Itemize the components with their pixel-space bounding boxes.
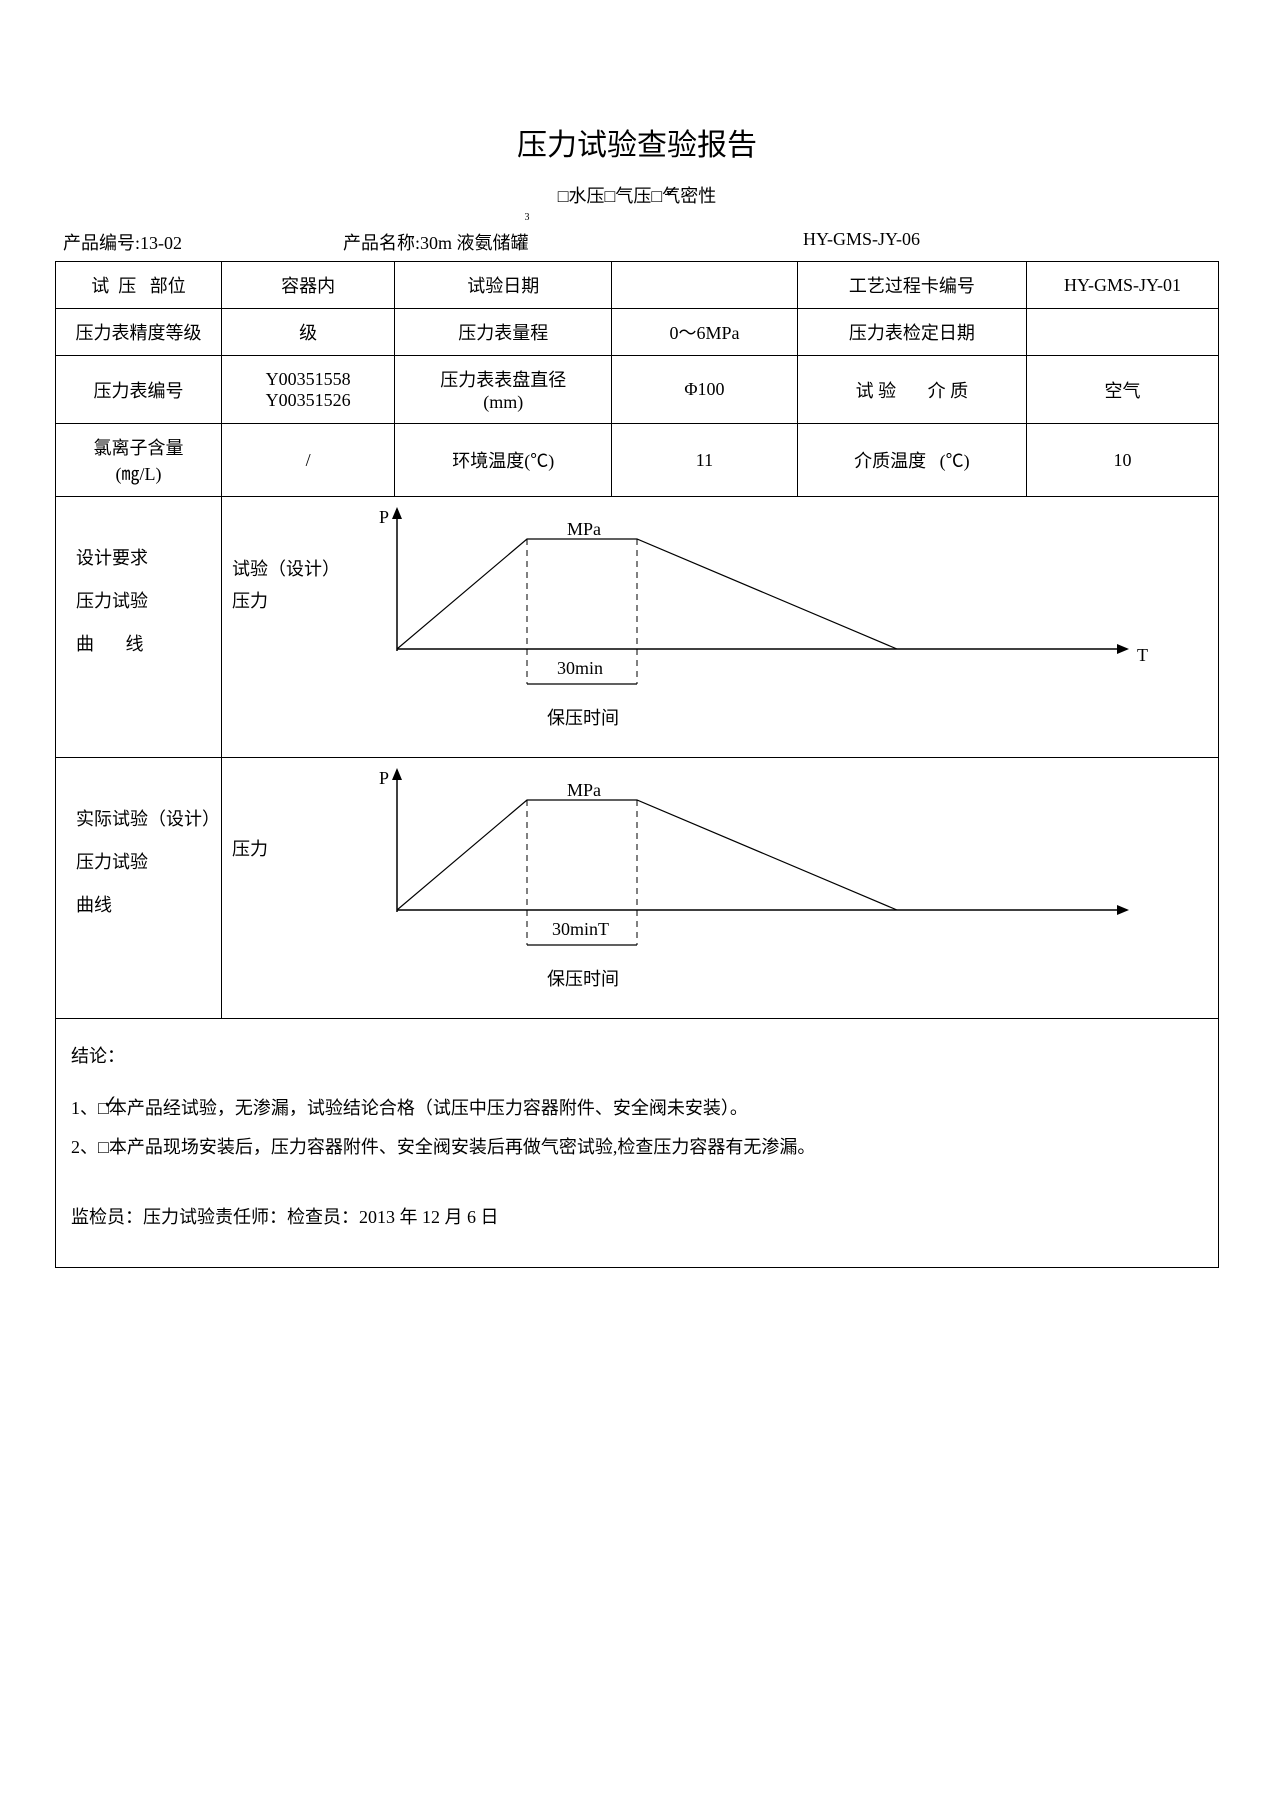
chart1-label-line2: 压力试验: [76, 580, 213, 623]
chart1-hold-time: 30min: [557, 658, 603, 678]
chart-row-design: 设计要求 压力试验 曲 线 试验（设计）压力 P T MPa 30: [56, 497, 1219, 758]
product-name-value: 30m 液氨储罐: [420, 233, 529, 253]
chart2-area: 压力 P MPa 30minT 保压时间: [221, 758, 1218, 1019]
cell-r3c2: Y00351558Y00351526: [221, 356, 394, 424]
conclusion-item1-text: 1、□本产品经试验，无渗漏，试验结论合格（试压中压力容器附件、安全阀未安装）。: [71, 1098, 748, 1118]
checkmark-icon: ✓: [101, 1082, 119, 1123]
chart1-pressure-label: 试验（设计）压力: [232, 553, 340, 618]
table-row: 氯离子含量(㎎/L) / 环境温度(℃) 11 介质温度 (℃) 10: [56, 424, 1219, 497]
cell-r1c5: 工艺过程卡编号: [797, 262, 1026, 309]
product-name-label: 产品名称:: [343, 233, 420, 253]
cell-r3c4: Φ100: [612, 356, 798, 424]
cell-r2c4: 0～6MPa: [612, 309, 798, 356]
chart1-unit: MPa: [567, 519, 601, 539]
cell-r2c3: 压力表量程: [395, 309, 612, 356]
superscript-note: 3: [0, 212, 1219, 223]
table-row: 压力表精度等级 级 压力表量程 0～6MPa 压力表检定日期: [56, 309, 1219, 356]
chart2-pressure-label: 压力: [232, 833, 268, 865]
conclusion-cell: 结论： ✓ 1、□本产品经试验，无渗漏，试验结论合格（试压中压力容器附件、安全阀…: [56, 1019, 1219, 1268]
header-row: 产品编号:13-02 产品名称:30m 液氨储罐 HY-GMS-JY-06: [55, 225, 1219, 261]
cell-r2c5: 压力表检定日期: [797, 309, 1026, 356]
chart-row-actual: 实际试验（设计） 压力试验 曲线 压力 P MPa 30minT: [56, 758, 1219, 1019]
cell-r1c1: 试 压 部位: [56, 262, 222, 309]
chart2-unit: MPa: [567, 780, 601, 800]
cell-r2c2: 级: [221, 309, 394, 356]
conclusion-heading: 结论：: [71, 1037, 1203, 1077]
report-subtitle: □水压□气压□气密性 ✓: [55, 182, 1219, 208]
cell-r4c4: 11: [612, 424, 798, 497]
cell-r4c5: 介质温度 (℃): [797, 424, 1026, 497]
conclusion-item-2: 2、□本产品现场安装后，压力容器附件、安全阀安装后再做气密试验,检查压力容器有无…: [71, 1128, 1203, 1168]
product-no-cell: 产品编号:13-02: [55, 225, 335, 261]
table-row: 压力表编号 Y00351558Y00351526 压力表表盘直径(mm) Φ10…: [56, 356, 1219, 424]
table-row: 试 压 部位 容器内 试验日期 工艺过程卡编号 HY-GMS-JY-01: [56, 262, 1219, 309]
chart2-label-line2: 压力试验: [76, 841, 213, 884]
product-no-label: 产品编号:: [63, 233, 140, 253]
form-no-cell: HY-GMS-JY-06: [795, 225, 1075, 261]
chart2-hold-time: 30minT: [552, 919, 609, 939]
chart1-label: 设计要求 压力试验 曲 线: [56, 497, 222, 758]
subtitle-checkmark-icon: ✓: [665, 182, 678, 202]
cell-r1c4: [612, 262, 798, 309]
product-name-cell: 产品名称:30m 液氨储罐: [335, 225, 795, 261]
chart2-label-line3: 曲线: [76, 884, 213, 927]
cell-r1c6: HY-GMS-JY-01: [1026, 262, 1218, 309]
conclusion-footer: 监检员：压力试验责任师：检查员：2013 年 12 月 6 日: [71, 1198, 1203, 1238]
chart2-y-label: P: [379, 768, 389, 788]
report-title: 压力试验查验报告: [55, 120, 1219, 164]
chart1-label-line3: 曲 线: [76, 623, 213, 666]
chart2-label: 实际试验（设计） 压力试验 曲线: [56, 758, 222, 1019]
conclusion-row: 结论： ✓ 1、□本产品经试验，无渗漏，试验结论合格（试压中压力容器附件、安全阀…: [56, 1019, 1219, 1268]
chart2-x-arrow-icon: [1117, 905, 1129, 915]
cell-r4c3: 环境温度(℃): [395, 424, 612, 497]
chart1-y-label: P: [379, 507, 389, 527]
chart1-x-label: T: [1137, 645, 1148, 665]
chart1-x-arrow-icon: [1117, 644, 1129, 654]
chart1-label-line1: 设计要求: [76, 537, 213, 580]
chart2-y-arrow-icon: [392, 768, 402, 780]
chart2-hold-label: 保压时间: [547, 969, 619, 989]
chart1-area: 试验（设计）压力 P T MPa 30min 保压时间: [221, 497, 1218, 758]
cell-r2c6: [1026, 309, 1218, 356]
cell-r3c3: 压力表表盘直径(mm): [395, 356, 612, 424]
cell-r2c1: 压力表精度等级: [56, 309, 222, 356]
chart2-label-line1: 实际试验（设计）: [76, 798, 213, 841]
chart1-curve: [397, 539, 897, 649]
chart1-y-arrow-icon: [392, 507, 402, 519]
cell-r1c2: 容器内: [221, 262, 394, 309]
cell-r3c6: 空气: [1026, 356, 1218, 424]
chart1-svg: P T MPa 30min 保压时间: [222, 497, 1212, 757]
cell-r4c6: 10: [1026, 424, 1218, 497]
chart2-curve: [397, 800, 897, 910]
cell-r1c3: 试验日期: [395, 262, 612, 309]
chart1-hold-label: 保压时间: [547, 708, 619, 728]
conclusion-item-1: ✓ 1、□本产品经试验，无渗漏，试验结论合格（试压中压力容器附件、安全阀未安装）…: [71, 1089, 1203, 1129]
cell-r4c1: 氯离子含量(㎎/L): [56, 424, 222, 497]
chart2-svg: P MPa 30minT 保压时间: [222, 758, 1212, 1018]
cell-r3c1: 压力表编号: [56, 356, 222, 424]
cell-r4c2: /: [221, 424, 394, 497]
cell-r3c5: 试 验 介 质: [797, 356, 1026, 424]
conclusion-item2-text: 2、□本产品现场安装后，压力容器附件、安全阀安装后再做气密试验,检查压力容器有无…: [71, 1137, 815, 1157]
main-table: 试 压 部位 容器内 试验日期 工艺过程卡编号 HY-GMS-JY-01 压力表…: [55, 261, 1219, 1268]
subtitle-text: □水压□气压□气密性: [558, 186, 717, 206]
product-no-value: 13-02: [140, 233, 182, 253]
